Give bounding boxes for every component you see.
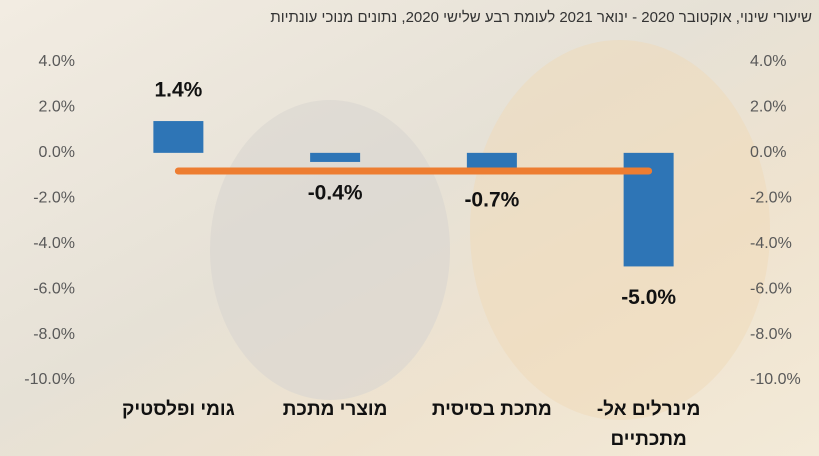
bar xyxy=(153,121,204,153)
data-label: -5.0% xyxy=(621,286,676,309)
y2-tick-label: 4.0% xyxy=(750,53,786,70)
y-tick-label: -8.0% xyxy=(33,326,75,343)
y-tick-label: 2.0% xyxy=(39,99,75,116)
y-tick-label: -4.0% xyxy=(33,235,75,252)
data-label: 1.4% xyxy=(154,79,202,102)
y-tick-label: 4.0% xyxy=(39,53,75,70)
bar xyxy=(310,152,361,162)
y2-tick-label: 2.0% xyxy=(750,99,786,116)
background-shape xyxy=(470,40,770,420)
background-shape xyxy=(210,100,450,400)
y2-tick-label: -2.0% xyxy=(750,190,792,207)
x-tick-label: גומי ופלסטיק xyxy=(122,399,235,420)
y-tick-label: -2.0% xyxy=(33,190,75,207)
x-tick-label: מינרלים אל-מתכתיים xyxy=(597,399,701,450)
y2-tick-label: 0.0% xyxy=(750,144,786,161)
y-tick-label: -6.0% xyxy=(33,280,75,297)
y-tick-label: -10.0% xyxy=(24,371,75,388)
y2-tick-label: -6.0% xyxy=(750,280,792,297)
y2-tick-label: -4.0% xyxy=(750,235,792,252)
y-tick-label: 0.0% xyxy=(39,144,75,161)
data-label: -0.7% xyxy=(464,188,519,211)
y2-tick-label: -8.0% xyxy=(750,326,792,343)
x-tick-label: מוצרי מתכת xyxy=(283,399,388,420)
x-tick-label: מתכת בסיסית xyxy=(432,399,552,420)
chart-title: שיעורי שינוי, אוקטובר 2020 - ינואר 2021 … xyxy=(270,9,812,26)
data-label: -0.4% xyxy=(308,181,363,204)
y2-tick-label: -10.0% xyxy=(750,371,801,388)
bar xyxy=(466,152,517,169)
